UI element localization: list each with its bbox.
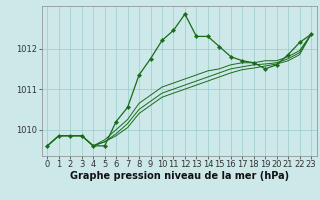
X-axis label: Graphe pression niveau de la mer (hPa): Graphe pression niveau de la mer (hPa) — [70, 171, 289, 181]
